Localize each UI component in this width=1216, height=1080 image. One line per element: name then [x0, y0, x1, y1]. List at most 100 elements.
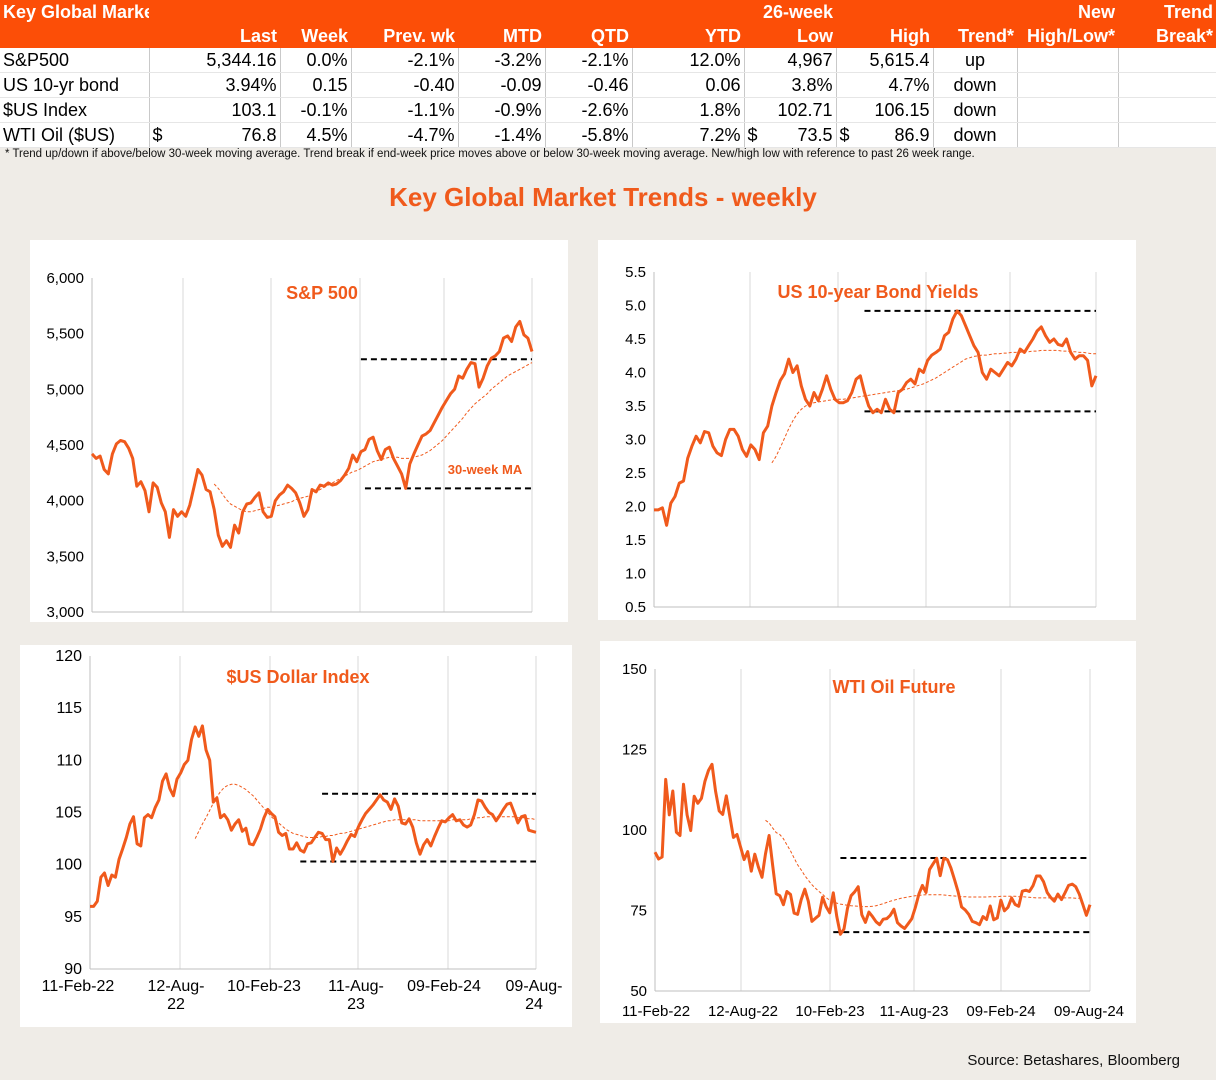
chart-svg: 90 95 100 105 110 115 120 11-Feb-22 12-Aug-22 10-… [42, 648, 563, 1013]
source-note: Source: Betashares, Bloomberg [967, 1052, 1180, 1069]
header-trend: Trend* [933, 24, 1017, 48]
cell-ytd: 7.2% [632, 122, 745, 148]
cell-trend-break [1118, 122, 1216, 148]
moving-average-line [765, 819, 1083, 908]
chart-svg: 3,000 3,500 4,000 4,500 5,000 5,500 6,000 S&P 5… [46, 270, 534, 621]
x-tick-line: 11-Aug- [328, 978, 384, 995]
cell-ytd: 12.0% [632, 48, 745, 73]
chart-title: WTI Oil Future [833, 677, 956, 697]
cell-low: 102.71 [744, 97, 837, 123]
header-last [149, 0, 280, 24]
cell-week: 4.5% [280, 122, 352, 148]
cell-week: -0.1% [280, 97, 352, 123]
x-tick-label: 11-Feb-22 [622, 1003, 690, 1020]
cell-low: 3.8% [744, 72, 837, 98]
cell-week: 0.0% [280, 48, 352, 73]
header-week: Week [280, 24, 351, 48]
cell-mtd: -1.4% [458, 122, 546, 148]
chart-svg: 0.5 1.0 1.5 2.0 2.5 3.0 3.5 4.0 4.5 5.0 5.5 US 10-y… [625, 264, 1098, 616]
chart-title: $US Dollar Index [226, 667, 369, 687]
x-tick-line: 12-Aug- [148, 978, 205, 995]
cell-prev-wk: -0.40 [351, 72, 459, 98]
header-qtd [545, 0, 632, 24]
x-tick-label: 09-Feb-24 [966, 1003, 1035, 1020]
table-header-row-2: Last Week Prev. wk MTD QTD YTD Low High Trend* Hi… [0, 24, 1216, 48]
chart-svg: 50 75 100 125 150 11-Feb-22 12-Aug-22 10-Feb-23… [622, 661, 1124, 1020]
x-tick-label: 10-Feb-23 [227, 978, 301, 995]
y-tick-label: 4.0 [625, 365, 646, 382]
price-line [654, 309, 1098, 527]
x-tick-label: 11-Aug-23 [328, 978, 384, 1013]
x-tick-line: 09-Aug- [506, 978, 563, 995]
table-row: WTI Oil ($US) $76.8 4.5% -4.7% -1.4% -5.8% 7.2… [0, 122, 1216, 148]
wti-oil-chart-panel: 50 75 100 125 150 11-Feb-22 12-Aug-22 10-Feb-23… [600, 641, 1136, 1023]
y-tick-label: 5,000 [46, 381, 84, 398]
header-week [280, 0, 351, 24]
cell-high: $86.9 [836, 122, 934, 148]
usd-index-chart-panel: 90 95 100 105 110 115 120 11-Feb-22 12-Aug-22 10-… [20, 645, 572, 1027]
x-tick-line: 22 [167, 996, 185, 1013]
cell-new-hl [1017, 72, 1119, 98]
cell-ytd: 1.8% [632, 97, 745, 123]
cell-name: US 10-yr bond [0, 72, 150, 98]
cell-mtd: -0.9% [458, 97, 546, 123]
cell-qtd: -0.46 [545, 72, 633, 98]
table-footnote: * Trend up/down if above/below 30-week m… [5, 148, 975, 160]
cell-value: 76.8 [241, 124, 277, 145]
cell-name: S&P500 [0, 48, 150, 73]
header-qtd: QTD [545, 24, 632, 48]
cell-high: 4.7% [836, 72, 934, 98]
cell-trend-break [1118, 48, 1216, 73]
y-tick-label: 95 [64, 909, 82, 926]
cell-last: 103.1 [149, 97, 281, 123]
cell-trend: up [933, 48, 1018, 73]
cell-trend-break [1118, 72, 1216, 98]
cell-trend: down [933, 122, 1018, 148]
y-tick-label: 4,500 [46, 437, 84, 454]
chart-title: US 10-year Bond Yields [777, 282, 978, 302]
price-line [90, 724, 537, 908]
header-prev-wk [351, 0, 458, 24]
us10y-chart-panel: 0.5 1.0 1.5 2.0 2.5 3.0 3.5 4.0 4.5 5.0 5.5 US 10-y… [598, 240, 1136, 620]
y-tick-label: 1.5 [625, 532, 646, 549]
moving-average-line [213, 362, 533, 513]
price-line [90, 319, 534, 549]
y-tick-label: 0.5 [625, 599, 646, 616]
cell-trend: down [933, 97, 1018, 123]
x-tick-label: 09-Aug-24 [506, 978, 563, 1013]
main-title: Key Global Market Trends - weekly [389, 182, 817, 212]
cell-prev-wk: -2.1% [351, 48, 459, 73]
cell-name: WTI Oil ($US) [0, 122, 150, 148]
y-tick-label: 6,000 [46, 270, 84, 287]
table-row: $US Index 103.1 -0.1% -1.1% -0.9% -2.6% 1.8% 10… [0, 97, 1216, 123]
cell-value: 73.5 [797, 124, 833, 145]
y-tick-label: 3.0 [625, 432, 646, 449]
cell-trend: down [933, 72, 1018, 98]
y-tick-label: 3,000 [46, 604, 84, 621]
y-tick-label: 100 [55, 857, 82, 874]
cell-last: $76.8 [149, 122, 281, 148]
y-tick-label: 150 [622, 661, 647, 678]
y-tick-label: 2.5 [625, 465, 646, 482]
cell-high: 5,615.4 [836, 48, 934, 73]
x-tick-label: 10-Feb-23 [795, 1003, 864, 1020]
cell-qtd: -2.6% [545, 97, 633, 123]
chart-title: S&P 500 [286, 283, 358, 303]
header-new-high-low: New [1017, 0, 1118, 24]
cell-ytd: 0.06 [632, 72, 745, 98]
y-tick-label: 75 [630, 903, 647, 920]
header-ytd [632, 0, 744, 24]
y-tick-label: 115 [56, 700, 82, 717]
header-name: Key Global Markets [0, 0, 149, 24]
y-tick-label: 3,500 [46, 548, 84, 565]
currency-symbol: $ [152, 124, 163, 145]
cell-new-hl [1017, 48, 1119, 73]
sp500-chart-panel: 3,000 3,500 4,000 4,500 5,000 5,500 6,000 S&P 5… [30, 240, 568, 622]
header-prev-wk: Prev. wk [351, 24, 458, 48]
x-tick-label: 09-Aug-24 [1054, 1003, 1124, 1020]
cell-prev-wk: -1.1% [351, 97, 459, 123]
moving-average-line [771, 349, 1096, 464]
header-mtd: MTD [458, 24, 545, 48]
cell-new-hl [1017, 97, 1119, 123]
markets-table-container: Key Global Markets26-weekNewTrendLastWee… [0, 0, 1216, 148]
